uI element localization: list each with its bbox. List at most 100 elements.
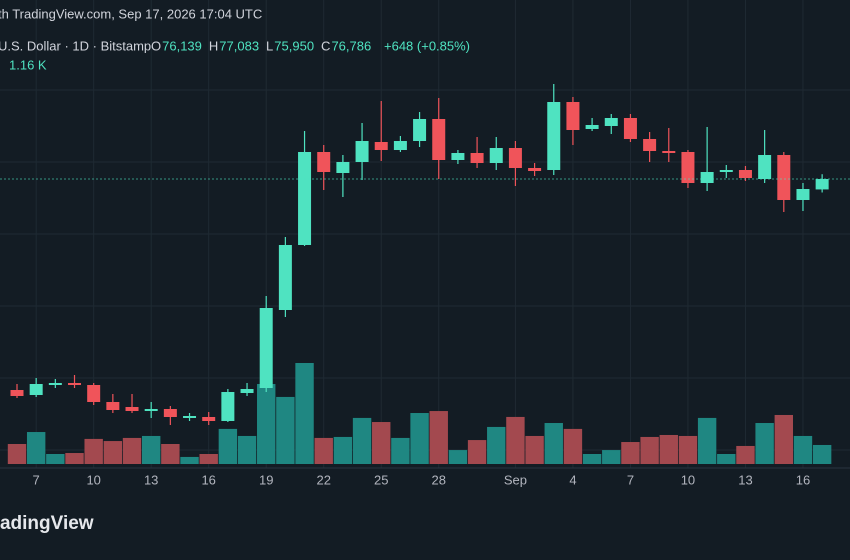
x-tick-label: 13 xyxy=(144,472,158,487)
x-tick-label: Sep xyxy=(504,472,527,487)
candle-body xyxy=(700,172,714,183)
volume-bar xyxy=(774,414,793,464)
candle-body xyxy=(585,125,599,129)
candle-body xyxy=(547,102,561,170)
volume-bar xyxy=(755,423,774,464)
x-tick-label: 10 xyxy=(86,472,100,487)
candle-body xyxy=(183,416,197,418)
volume-bar xyxy=(602,450,621,464)
candle-body xyxy=(604,118,618,126)
volume-bar xyxy=(640,436,659,464)
candle-body xyxy=(298,152,312,245)
change: +648 (+0.85%) xyxy=(384,38,470,53)
ohlc-value: 76,786 xyxy=(331,38,371,53)
volume-bar xyxy=(659,434,678,464)
symbol: U.S. Dollar · 1D · Bitstamp xyxy=(0,38,151,53)
volume-bar xyxy=(506,416,525,464)
candle-body xyxy=(451,153,465,160)
candle-body xyxy=(10,390,24,396)
candle-body xyxy=(355,141,369,162)
volume-bar xyxy=(276,396,295,464)
x-tick-label: 16 xyxy=(796,472,810,487)
candle-body xyxy=(489,148,503,163)
volume-bar xyxy=(582,453,602,464)
x-tick-label: 19 xyxy=(259,472,273,487)
candle-body xyxy=(777,155,791,200)
candle-body xyxy=(662,151,676,153)
candle-body xyxy=(221,392,235,421)
candle-body xyxy=(508,148,522,168)
candle-body xyxy=(758,155,772,179)
x-tick-label: 28 xyxy=(432,472,446,487)
candle-body xyxy=(374,142,388,150)
ohlc-value: 77,083 xyxy=(219,38,259,53)
volume-bar xyxy=(487,426,506,464)
candle-body xyxy=(278,245,292,310)
volume-bar xyxy=(410,413,429,464)
volume-bar xyxy=(103,441,123,464)
candle-body xyxy=(566,102,580,130)
volume-bar xyxy=(429,411,448,464)
volume-bar xyxy=(122,437,142,464)
ohlc-key: C xyxy=(321,38,330,53)
x-tick-label: 4 xyxy=(569,472,576,487)
published-line: th TradingView.com, Sep 17, 2026 17:04 U… xyxy=(0,6,262,21)
candle-body xyxy=(738,170,752,178)
x-tick-label: 13 xyxy=(738,472,752,487)
volume-bar xyxy=(467,440,487,464)
volume-bar xyxy=(563,428,583,464)
volume-bar xyxy=(525,435,544,464)
x-tick-label: 10 xyxy=(681,472,695,487)
candle-body xyxy=(202,417,216,421)
candle-body xyxy=(106,402,120,410)
candle-body xyxy=(719,170,733,172)
volume-bar xyxy=(65,453,84,464)
x-tick-label: 7 xyxy=(33,472,40,487)
volume-bar xyxy=(333,436,353,464)
volume-bar xyxy=(372,422,391,464)
x-tick-label: 7 xyxy=(627,472,634,487)
volume-bar xyxy=(812,444,832,464)
volume-bar xyxy=(448,450,468,464)
volume-bar xyxy=(141,435,161,464)
volume-bar xyxy=(84,438,103,464)
candle-body xyxy=(87,385,101,402)
volume-bar xyxy=(237,435,257,464)
candle-body xyxy=(48,383,62,385)
volume-bar xyxy=(161,443,180,464)
candle-body xyxy=(643,139,657,151)
volume-bar xyxy=(793,435,813,464)
volume-bar xyxy=(678,435,698,464)
candle-body xyxy=(163,409,177,417)
candle-body xyxy=(336,162,350,173)
candle-body xyxy=(144,409,158,411)
ohlc-value: 76,139 xyxy=(162,38,202,53)
volume-bar xyxy=(314,437,333,464)
ohlc-key: O xyxy=(151,38,161,53)
candle-body xyxy=(815,179,829,190)
volume-bar xyxy=(736,445,755,464)
x-tick-label: 16 xyxy=(201,472,215,487)
volume-bar xyxy=(391,437,410,464)
volume-bar xyxy=(199,453,218,464)
candle-body xyxy=(393,141,407,150)
candle-body xyxy=(432,119,446,160)
candle-body xyxy=(317,152,331,172)
candle-body xyxy=(796,189,810,200)
candle-body xyxy=(125,407,139,411)
candle-body xyxy=(240,389,254,393)
volume-bar xyxy=(46,453,65,464)
logo: TradingView xyxy=(0,513,94,534)
volume-bar xyxy=(717,453,736,464)
candle-body xyxy=(470,153,484,163)
ohlc-legend: O 76,139 H 77,083 L 75,950 C 76,786 xyxy=(151,38,371,53)
volume-bar xyxy=(7,443,27,464)
candle-body xyxy=(681,152,695,183)
ohlc-key: H xyxy=(209,38,218,53)
candle-body xyxy=(29,384,43,395)
plot xyxy=(0,84,850,464)
volume-bar xyxy=(352,417,372,464)
